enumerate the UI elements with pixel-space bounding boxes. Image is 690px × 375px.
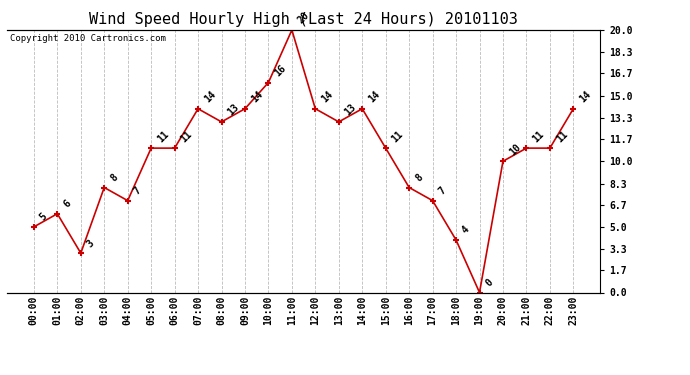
Text: 13: 13 — [343, 102, 358, 118]
Text: 7: 7 — [437, 185, 448, 196]
Text: 11: 11 — [179, 129, 194, 144]
Text: 11: 11 — [531, 129, 546, 144]
Title: Wind Speed Hourly High (Last 24 Hours) 20101103: Wind Speed Hourly High (Last 24 Hours) 2… — [89, 12, 518, 27]
Text: 11: 11 — [390, 129, 405, 144]
Text: 14: 14 — [366, 89, 382, 105]
Text: 0: 0 — [484, 277, 495, 288]
Text: 20: 20 — [296, 10, 311, 26]
Text: 16: 16 — [273, 63, 288, 78]
Text: 5: 5 — [38, 211, 49, 223]
Text: 6: 6 — [61, 198, 72, 210]
Text: 14: 14 — [202, 89, 217, 105]
Text: 8: 8 — [413, 172, 424, 183]
Text: 3: 3 — [85, 238, 96, 249]
Text: 7: 7 — [132, 185, 143, 196]
Text: 14: 14 — [319, 89, 335, 105]
Text: 11: 11 — [554, 129, 569, 144]
Text: 13: 13 — [226, 102, 241, 118]
Text: Copyright 2010 Cartronics.com: Copyright 2010 Cartronics.com — [10, 34, 166, 43]
Text: 14: 14 — [249, 89, 264, 105]
Text: 4: 4 — [460, 225, 471, 236]
Text: 14: 14 — [578, 89, 593, 105]
Text: 8: 8 — [108, 172, 119, 183]
Text: 11: 11 — [155, 129, 170, 144]
Text: 10: 10 — [507, 142, 522, 157]
